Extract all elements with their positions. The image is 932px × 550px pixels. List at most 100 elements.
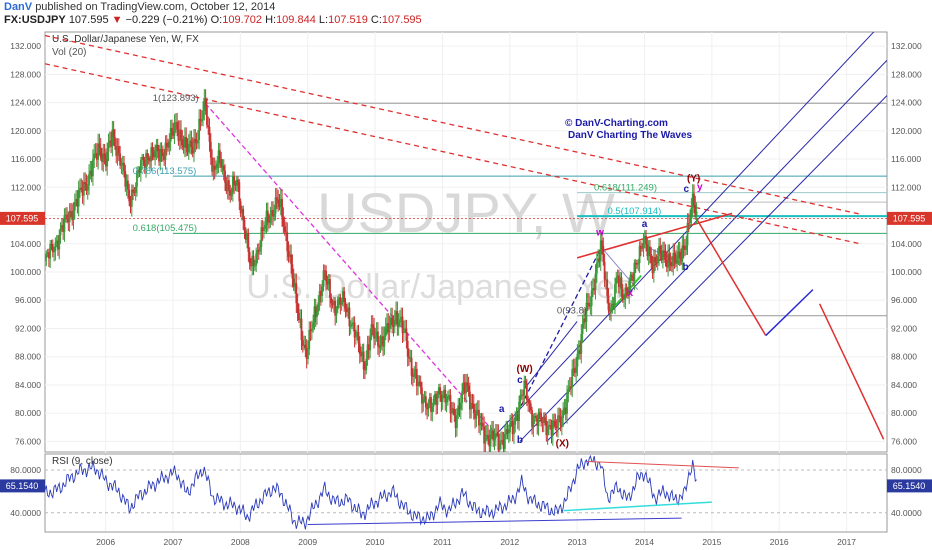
candle-body (329, 279, 331, 298)
chart-header: DanV published on TradingView.com, Octob… (0, 0, 932, 28)
candle-body (599, 240, 602, 262)
candle-body (511, 420, 514, 435)
candle-body (572, 368, 575, 370)
candle-body (169, 128, 172, 142)
candle-body (292, 278, 295, 287)
candle-body (694, 204, 697, 217)
candle-body (554, 421, 557, 427)
candle-body (307, 349, 309, 359)
candle-body (67, 219, 70, 223)
candle-body (392, 324, 395, 327)
candle-body (216, 163, 219, 169)
candle-body (73, 202, 76, 211)
candle-body (454, 415, 457, 428)
candle-body (532, 416, 535, 428)
candle-body (444, 389, 447, 403)
candle-body (252, 255, 255, 266)
candle-body (439, 387, 441, 395)
candle-body (141, 156, 144, 161)
candle-body (84, 181, 87, 184)
candle-body (680, 258, 682, 262)
candle-body (621, 288, 624, 300)
candle-body (99, 147, 102, 158)
candle-body (474, 413, 476, 419)
candle-body (391, 317, 394, 325)
price-tick-label-left: 116.000 (11, 154, 41, 164)
candle-body (684, 248, 686, 250)
candle-body (619, 277, 622, 287)
candle-body (190, 140, 193, 148)
candle-body (540, 412, 543, 422)
price-tick-label-left: 96.000 (15, 295, 41, 305)
candle-body (430, 397, 432, 412)
channel-line-1 (492, 32, 875, 439)
price-tick-label-right: 84.000 (891, 380, 917, 390)
candle-body (661, 250, 664, 261)
candle-body (53, 251, 55, 253)
candle-body (149, 160, 151, 162)
publish-info: published on TradingView.com, October 12… (35, 1, 276, 13)
candle-body (101, 157, 103, 163)
candle-body (45, 253, 48, 259)
candle-body (79, 187, 81, 190)
usdjpy-chart[interactable]: USDJPY, W U.S. Dollar/Japanese Yen (W) (X… (0, 28, 932, 550)
projection-down (695, 218, 767, 336)
candle-body (545, 420, 548, 436)
candle-body (484, 435, 487, 444)
candle-body (399, 319, 401, 323)
candle-body (224, 170, 226, 183)
candle-body (634, 262, 637, 264)
candle-body (63, 215, 66, 233)
candle-body (55, 240, 58, 243)
candle-body (582, 318, 585, 325)
candle-body (498, 442, 501, 451)
candle-body (212, 165, 215, 172)
candle-body (117, 146, 120, 154)
candle-body (387, 323, 390, 333)
candle-body (597, 258, 600, 263)
candle-body (481, 423, 484, 427)
author-name[interactable]: DanV (4, 1, 33, 13)
candle-body (655, 262, 658, 264)
rsi-support-line (563, 501, 712, 512)
candle-body (529, 403, 532, 411)
candle-body (625, 287, 628, 291)
last-price-label-left: 107.595 (6, 213, 39, 223)
candle-body (336, 299, 339, 310)
candle-body (665, 259, 668, 268)
left-price-axis[interactable]: 132.000 128.000 124.000 120.000 116.000 112.0… (10, 41, 41, 446)
candle-body (686, 222, 689, 246)
candle-body (81, 189, 84, 196)
candle-body (421, 387, 423, 404)
candle-body (636, 263, 638, 265)
candle-body (115, 146, 118, 156)
candle-body (441, 395, 444, 402)
candle-body (123, 162, 125, 172)
candle-body (575, 366, 578, 373)
candle-body (414, 368, 417, 374)
candle-body (519, 395, 522, 402)
price-tick-label-right: 128.000 (891, 69, 922, 79)
time-axis[interactable]: 2006 2007 2008 2009 2010 2011 2012 2013 2014 2015… (96, 537, 856, 547)
candle-body (612, 303, 615, 305)
drawing-overlays[interactable] (45, 28, 887, 442)
candle-body (146, 153, 149, 158)
candle-body (349, 325, 352, 327)
candle-body (559, 416, 562, 426)
symbol-label[interactable]: FX:USDJPY (4, 14, 66, 26)
candle-body (489, 434, 492, 447)
candle-body (383, 336, 386, 347)
candle-body (290, 254, 293, 265)
candle-body (479, 422, 482, 426)
candle-body (237, 179, 239, 183)
candle-body (51, 244, 54, 253)
candle-body (524, 380, 527, 384)
candle-body (505, 429, 508, 434)
candle-body (143, 160, 146, 169)
candle-body (159, 149, 162, 162)
candle-body (377, 331, 379, 346)
candle-body (353, 322, 356, 338)
candle-body (352, 322, 355, 324)
fib-level-label: 0.786(113.575) (133, 166, 197, 177)
